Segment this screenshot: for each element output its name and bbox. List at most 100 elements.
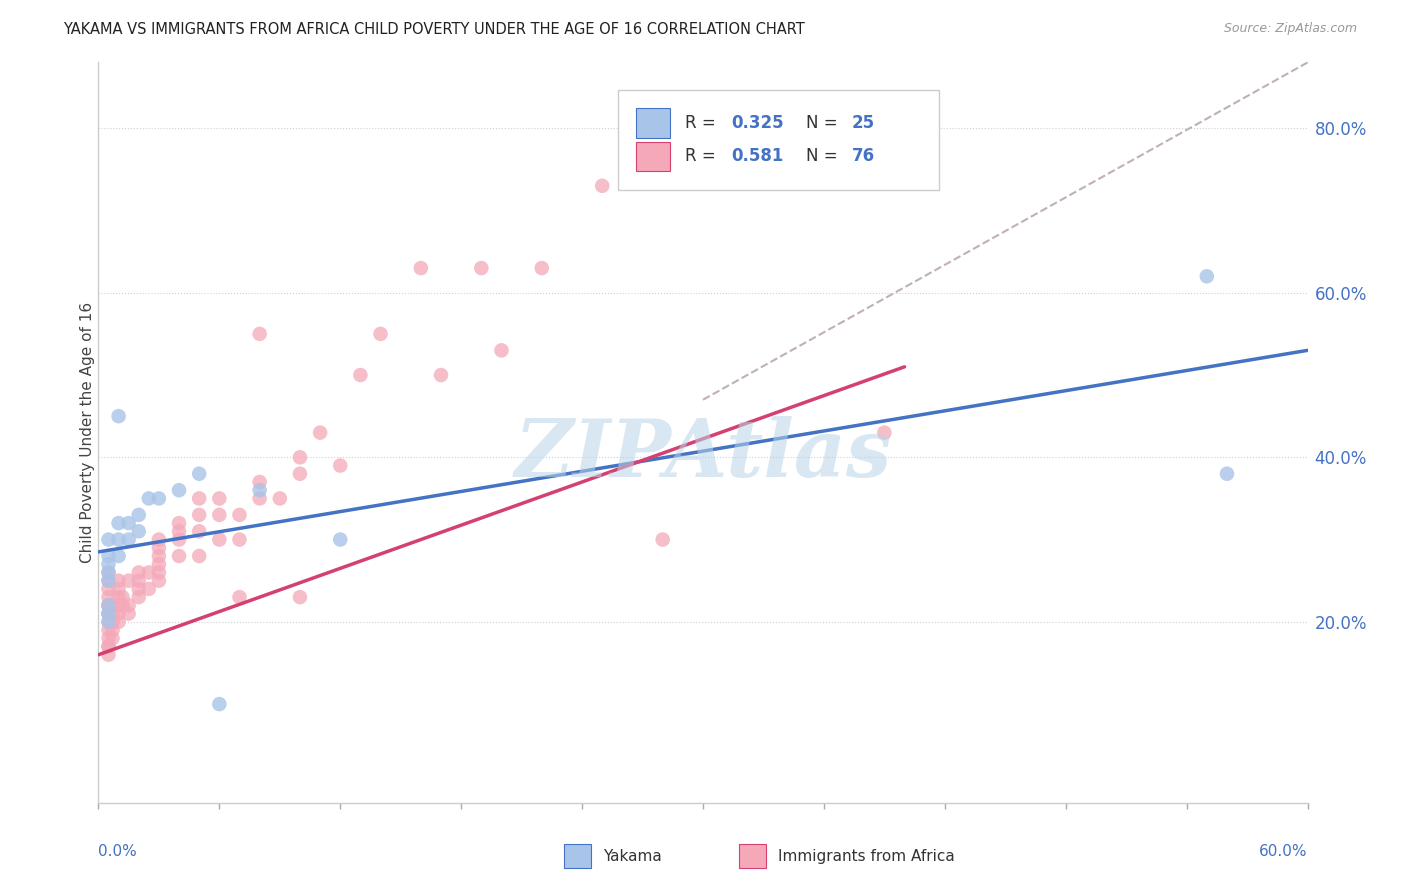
Point (288, 467, 311, 481)
Point (208, 533, 231, 547)
Point (101, 607, 124, 621)
Point (309, 425, 332, 440)
Point (107, 582, 129, 596)
Point (288, 450, 311, 465)
Point (530, 261, 553, 276)
Point (107, 574, 129, 588)
Point (107, 590, 129, 604)
Point (97, 558, 120, 572)
Point (118, 533, 141, 547)
Point (208, 491, 231, 506)
Point (370, 326, 392, 341)
Text: 0.581: 0.581 (731, 147, 783, 165)
Point (97, 549, 120, 563)
Point (97, 599, 120, 613)
Point (128, 590, 150, 604)
Point (349, 368, 371, 382)
Point (118, 599, 141, 613)
Point (107, 599, 129, 613)
Point (101, 623, 124, 637)
Point (128, 524, 150, 539)
Point (228, 590, 250, 604)
Point (249, 475, 271, 489)
Point (97, 640, 120, 654)
Text: Source: ZipAtlas.com: Source: ZipAtlas.com (1223, 22, 1357, 36)
Point (101, 632, 124, 646)
Text: YAKAMA VS IMMIGRANTS FROM AFRICA CHILD POVERTY UNDER THE AGE OF 16 CORRELATION C: YAKAMA VS IMMIGRANTS FROM AFRICA CHILD P… (63, 22, 806, 37)
Text: ZIPAtlas: ZIPAtlas (515, 416, 891, 493)
Point (288, 590, 311, 604)
Point (491, 343, 513, 358)
Point (97, 607, 120, 621)
Point (97, 599, 120, 613)
Point (97, 615, 120, 629)
Point (873, 425, 896, 440)
Point (167, 524, 190, 539)
Point (148, 558, 170, 572)
Point (329, 533, 352, 547)
Point (97, 599, 120, 613)
Point (188, 549, 211, 563)
Point (97, 582, 120, 596)
Text: Immigrants from Africa: Immigrants from Africa (778, 848, 955, 863)
Text: 76: 76 (852, 147, 875, 165)
Point (148, 566, 170, 580)
Point (409, 261, 432, 276)
Bar (564, 844, 591, 868)
Point (97, 574, 120, 588)
Text: 60.0%: 60.0% (1260, 844, 1308, 858)
Point (97, 632, 120, 646)
Point (97, 607, 120, 621)
Point (97, 566, 120, 580)
Point (128, 566, 150, 580)
Text: R =: R = (685, 114, 721, 132)
Point (97, 574, 120, 588)
Text: N =: N = (806, 147, 842, 165)
Point (148, 533, 170, 547)
Point (118, 516, 141, 530)
Point (1216, 467, 1239, 481)
Text: N =: N = (806, 114, 842, 132)
Text: 25: 25 (852, 114, 875, 132)
Point (167, 549, 190, 563)
Point (148, 491, 170, 506)
Point (97, 566, 120, 580)
Bar (740, 844, 766, 868)
Point (138, 582, 160, 596)
Point (101, 615, 124, 629)
Point (111, 599, 134, 613)
Point (1195, 269, 1218, 284)
Point (228, 508, 250, 522)
Point (97, 623, 120, 637)
Point (228, 533, 250, 547)
Point (128, 582, 150, 596)
Bar (637, 142, 671, 171)
Point (118, 607, 141, 621)
Point (148, 541, 170, 555)
Text: 0.325: 0.325 (731, 114, 783, 132)
Point (249, 483, 271, 498)
Point (148, 549, 170, 563)
Point (249, 326, 271, 341)
Point (107, 549, 129, 563)
Point (188, 491, 211, 506)
Point (107, 516, 129, 530)
Point (148, 574, 170, 588)
Point (97, 615, 120, 629)
Point (118, 574, 141, 588)
Y-axis label: Child Poverty Under the Age of 16: Child Poverty Under the Age of 16 (80, 302, 94, 563)
Point (97, 607, 120, 621)
Text: 0.0%: 0.0% (98, 844, 138, 858)
Point (591, 178, 613, 193)
Point (97, 640, 120, 654)
Point (107, 533, 129, 547)
Point (111, 590, 134, 604)
Point (249, 491, 271, 506)
Point (188, 524, 211, 539)
Point (430, 368, 453, 382)
Point (208, 697, 231, 711)
Point (107, 607, 129, 621)
Point (138, 566, 160, 580)
Point (167, 483, 190, 498)
Point (128, 574, 150, 588)
